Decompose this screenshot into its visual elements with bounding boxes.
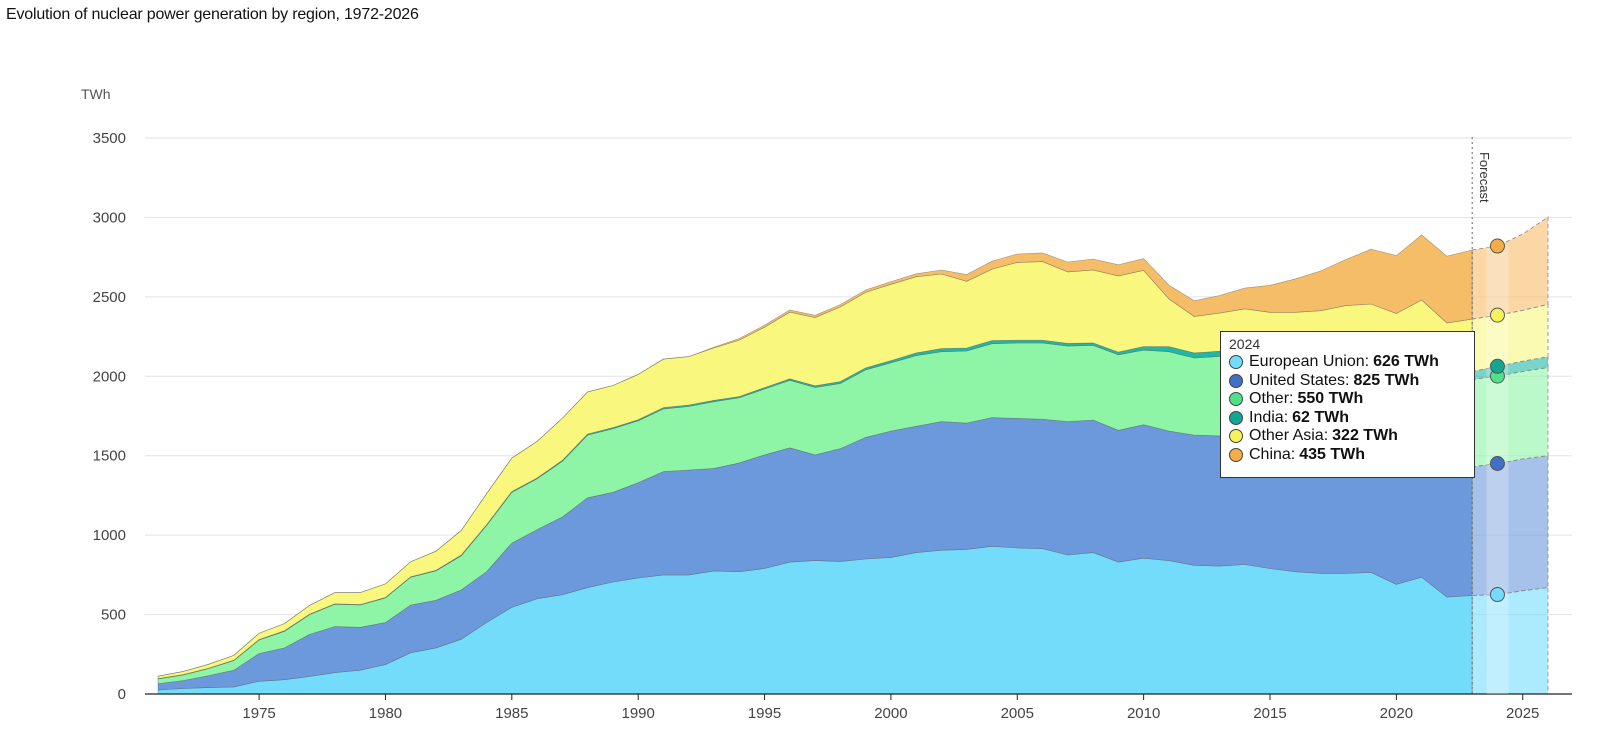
- tooltip-row: India: 62 TWh: [1229, 409, 1466, 428]
- x-tick-label: 1975: [242, 705, 275, 722]
- x-tick-label: 2015: [1253, 705, 1286, 722]
- legend-swatch-icon: [1229, 429, 1243, 444]
- tooltip-row: Other: 550 TWh: [1229, 390, 1466, 409]
- marker-european-union: [1489, 587, 1505, 603]
- forecast-area-united-states: [1471, 455, 1549, 596]
- tooltip-row: Other Asia: 322 TWh: [1229, 427, 1466, 446]
- tooltip-series-name: United States:: [1249, 371, 1350, 389]
- y-tick-label: 500: [101, 607, 126, 624]
- marker-other-asia: [1489, 307, 1505, 323]
- legend-swatch-icon: [1229, 392, 1243, 407]
- x-tick-label: 1985: [495, 705, 528, 722]
- chart-title: Evolution of nuclear power generation by…: [6, 6, 419, 23]
- x-tick-label: 2005: [1001, 705, 1034, 722]
- y-tick-label: 2500: [93, 289, 126, 306]
- forecast-area-other: [1471, 367, 1549, 468]
- y-tick-label: 0: [118, 686, 126, 703]
- x-tick-label: 1995: [748, 705, 781, 722]
- marker-china: [1489, 238, 1505, 254]
- forecast-label: Forecast: [1477, 152, 1492, 203]
- legend-swatch-icon: [1229, 355, 1243, 370]
- y-tick-label: 1000: [93, 527, 126, 544]
- y-tick-label: 2000: [93, 368, 126, 385]
- marker-united-states: [1489, 455, 1505, 471]
- tooltip-series-value: 62 TWh: [1292, 408, 1350, 426]
- x-tick-label: 1980: [369, 705, 402, 722]
- tooltip-row: United States: 825 TWh: [1229, 372, 1466, 391]
- x-tick-label: 2010: [1127, 705, 1160, 722]
- tooltip-series-value: 550 TWh: [1297, 390, 1364, 408]
- hover-tooltip: 2024 European Union: 626 TWh United States…: [1220, 331, 1475, 478]
- x-tick-label: 2000: [874, 705, 907, 722]
- tooltip-series-name: China:: [1249, 445, 1296, 463]
- tooltip-series-value: 825 TWh: [1353, 371, 1420, 389]
- tooltip-series-value: 626 TWh: [1373, 353, 1439, 371]
- tooltip-series-name: India:: [1249, 408, 1289, 426]
- tooltip-series-value: 322 TWh: [1332, 427, 1398, 445]
- y-tick-label: 3000: [93, 209, 126, 226]
- x-tick-label: 1990: [621, 705, 654, 722]
- x-tick-label: 2025: [1506, 705, 1539, 722]
- tooltip-row: China: 435 TWh: [1229, 446, 1466, 465]
- tooltip-markers: [1486, 238, 1509, 694]
- tooltip-series-name: Other:: [1249, 390, 1294, 408]
- tooltip-year: 2024: [1229, 336, 1261, 352]
- legend-swatch-icon: [1229, 410, 1243, 425]
- y-unit-label: TWh: [81, 86, 111, 102]
- forecast-area-european-union: [1471, 587, 1549, 695]
- legend-swatch-icon: [1229, 447, 1243, 462]
- tooltip-series-name: European Union:: [1249, 353, 1370, 371]
- y-tick-label: 3500: [93, 130, 126, 147]
- axes: 0 500 1000 1500 2000 2500 3000 3500 TWh Forecast 1…: [81, 86, 1572, 722]
- tooltip-series-value: 435 TWh: [1299, 445, 1366, 463]
- legend-swatch-icon: [1229, 373, 1243, 388]
- tooltip-row: European Union: 626 TWh: [1229, 353, 1466, 372]
- x-tick-label: 2020: [1380, 705, 1413, 722]
- y-tick-label: 1500: [93, 448, 126, 465]
- forecast-area-china: [1471, 216, 1549, 320]
- tooltip-series-name: Other Asia:: [1249, 427, 1329, 445]
- marker-india: [1489, 358, 1505, 374]
- forecast-area-other-asia: [1471, 303, 1549, 372]
